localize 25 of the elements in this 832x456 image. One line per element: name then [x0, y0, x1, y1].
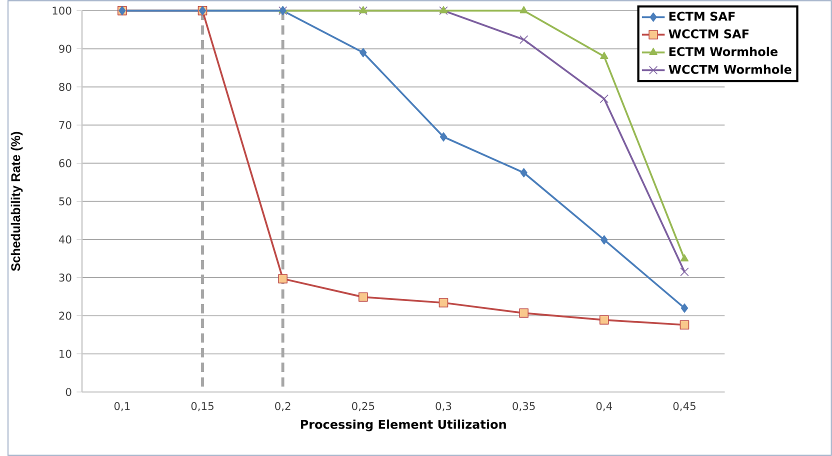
x-tick-label: 0,2 [275, 402, 290, 412]
y-tick-label: 10 [60, 350, 72, 358]
legend-label: ECTM Wormhole [669, 46, 778, 56]
y-tick-label: 50 [59, 197, 72, 206]
y-tick-label: 0 [66, 388, 72, 396]
legend-label: WCCTM SAF [668, 29, 749, 38]
y-tick-label: 40 [58, 235, 72, 244]
legend-label: ECTM SAF [669, 12, 735, 21]
x-tick-label: 0,3 [436, 402, 452, 412]
y-tick-label: 20 [59, 312, 72, 320]
x-tick-label: 0,25 [352, 402, 374, 412]
x-tick-label: 0,15 [191, 402, 214, 412]
y-tick-label: 100 [52, 6, 72, 15]
x-tick-label: 0,1 [114, 402, 130, 412]
y-axis-title: Schedulability Rate (%) [10, 132, 23, 271]
x-tick-label: 0,4 [596, 402, 612, 412]
x-axis-title: Processing Element Utilization [300, 420, 506, 432]
x-tick-label: 0,45 [673, 402, 696, 412]
y-tick-label: 70 [59, 121, 72, 130]
y-tick-label: 60 [59, 159, 72, 168]
y-tick-label: 90 [59, 44, 72, 53]
y-tick-label: 80 [59, 82, 72, 91]
y-tick-label: 30 [59, 274, 72, 282]
legend-label: WCCTM Wormhole [668, 64, 792, 74]
x-tick-label: 0,35 [512, 402, 535, 412]
